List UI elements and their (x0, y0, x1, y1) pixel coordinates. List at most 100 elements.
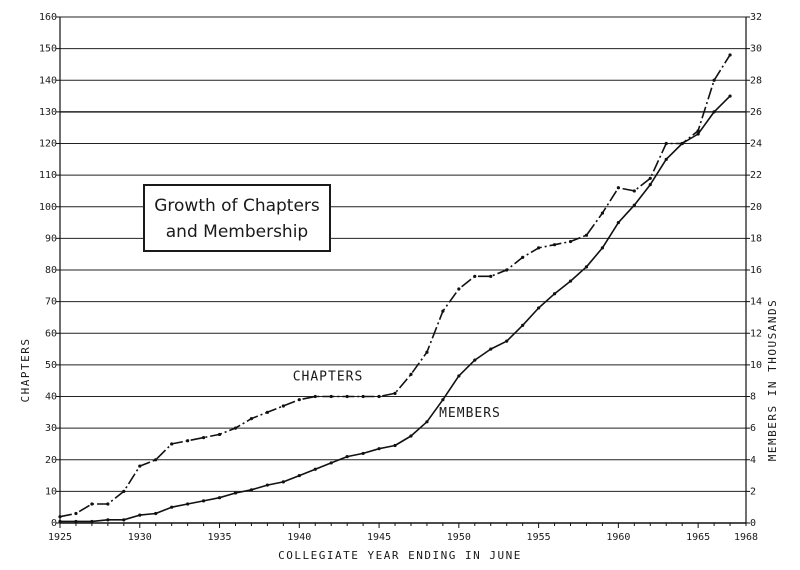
point-members (361, 451, 365, 456)
point-members (345, 454, 349, 459)
point-chapters (441, 309, 445, 313)
y-left-tick-label: 0 (51, 518, 57, 529)
y-right-tick-label: 8 (750, 392, 756, 403)
point-chapters (425, 350, 429, 354)
point-chapters (329, 394, 333, 399)
y-left-tick-label: 50 (45, 360, 57, 371)
point-chapters (106, 502, 110, 506)
y-left-tick-label: 150 (39, 44, 57, 55)
chart-title-line-1: Growth of Chapters (154, 196, 320, 216)
point-chapters (313, 394, 317, 399)
point-chapters (297, 398, 301, 402)
point-members (233, 491, 238, 495)
point-members (568, 279, 573, 283)
y-right-tick-label: 22 (750, 170, 762, 181)
y-axis-right-title: MEMBERS IN THOUSANDS (766, 299, 779, 461)
y-right-tick-label: 20 (750, 202, 762, 213)
point-members (201, 499, 206, 503)
point-chapters (186, 439, 190, 443)
point-members (537, 306, 541, 310)
point-chapters (648, 176, 652, 180)
point-chapters (584, 233, 589, 237)
y-left-tick-label: 100 (39, 202, 57, 213)
point-chapters (249, 417, 254, 421)
y-right-tick-label: 28 (750, 75, 762, 86)
x-tick-label: 1940 (287, 532, 311, 543)
point-members (728, 94, 732, 98)
x-tick-label: 1960 (606, 532, 630, 543)
point-members (249, 488, 254, 492)
point-chapters (489, 274, 493, 278)
point-members (106, 518, 110, 522)
y-right-tick-label: 2 (750, 486, 756, 497)
point-chapters (616, 186, 620, 190)
point-chapters (505, 268, 509, 272)
point-members (584, 265, 589, 269)
y-right-tick-label: 16 (750, 265, 762, 276)
point-members (138, 513, 142, 517)
y-left-tick-label: 40 (45, 392, 57, 403)
point-members (313, 467, 317, 471)
point-members (58, 519, 62, 524)
point-chapters (74, 511, 78, 516)
y-left-tick-label: 30 (45, 423, 57, 434)
point-members (696, 132, 700, 136)
point-members (425, 420, 429, 424)
x-axis-title: COLLEGIATE YEAR ENDING IN JUNE (278, 549, 522, 562)
point-chapters (201, 436, 206, 440)
point-members (170, 505, 174, 509)
point-chapters (521, 255, 525, 259)
point-chapters (233, 426, 238, 430)
title-box: Growth of Chapters and Membership (143, 184, 331, 252)
point-members (616, 220, 620, 225)
axes: 0102030405060708090100110120130140150160… (39, 12, 762, 543)
y-right-tick-label: 4 (750, 455, 756, 466)
point-members (648, 183, 652, 187)
point-chapters (632, 189, 636, 193)
point-chapters (568, 239, 573, 244)
y-left-tick-label: 140 (39, 75, 57, 86)
point-members (217, 496, 222, 500)
y-left-tick-label: 20 (45, 455, 57, 466)
point-chapters (138, 464, 142, 468)
y-right-tick-label: 32 (750, 12, 762, 23)
point-chapters (600, 211, 605, 215)
point-chapters (122, 489, 126, 493)
y-left-tick-label: 160 (39, 12, 57, 23)
point-chapters (552, 243, 557, 247)
y-right-tick-label: 14 (750, 297, 762, 308)
y-axis-left-title: CHAPTERS (19, 338, 32, 403)
point-members (552, 292, 557, 296)
chart-title-line-2: and Membership (166, 222, 308, 242)
x-tick-label: 1925 (48, 532, 72, 543)
y-left-tick-label: 130 (39, 107, 57, 118)
point-chapters (537, 246, 541, 250)
point-members (74, 519, 78, 524)
point-members (521, 323, 525, 327)
point-chapters (728, 53, 732, 57)
point-members (265, 483, 269, 487)
point-chapters (361, 394, 365, 399)
x-tick-label: 1955 (527, 532, 551, 543)
point-chapters (377, 394, 381, 399)
point-chapters (457, 287, 461, 291)
y-right-tick-label: 18 (750, 233, 762, 244)
x-tick-label: 1965 (686, 532, 710, 543)
point-members (186, 502, 190, 506)
series-layer (58, 53, 732, 524)
y-right-tick-label: 10 (750, 360, 762, 371)
y-right-tick-label: 6 (750, 423, 756, 434)
title-box-border (143, 184, 331, 252)
point-members (712, 110, 716, 114)
y-right-tick-label: 26 (750, 107, 762, 118)
y-left-tick-label: 80 (45, 265, 57, 276)
point-chapters (712, 78, 716, 82)
point-members (90, 519, 94, 524)
point-members (505, 339, 509, 343)
y-left-tick-label: 10 (45, 486, 57, 497)
series-line-chapters (59, 54, 731, 518)
annotation-chapters: CHAPTERS (293, 370, 364, 385)
point-chapters (90, 502, 94, 506)
point-members (600, 246, 605, 250)
